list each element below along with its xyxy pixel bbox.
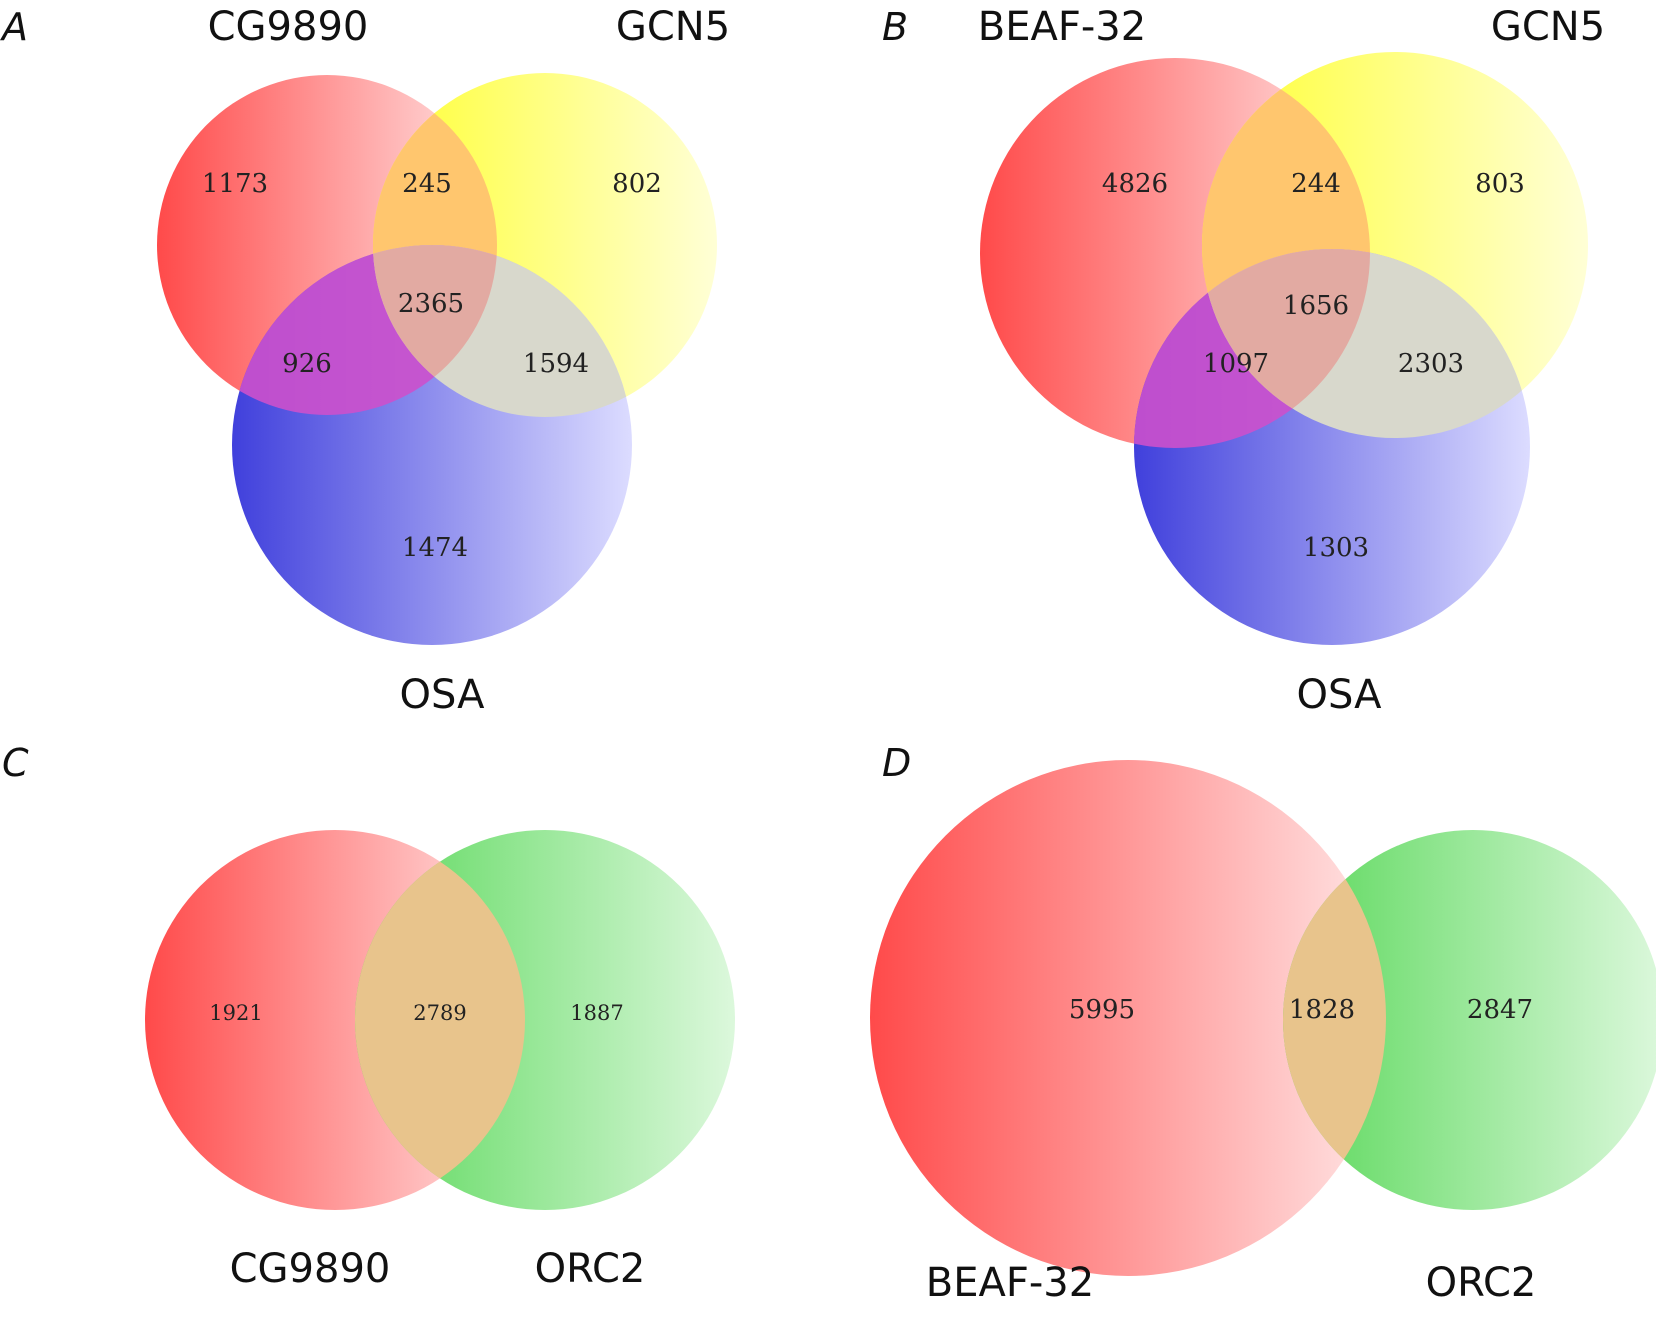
set-label-orc2: ORC2 (535, 1246, 646, 1292)
count-only-beaf32: 5995 (1069, 995, 1135, 1025)
count-gcn5-osa: 1594 (523, 349, 589, 379)
overlap-cg9890-osa (232, 245, 497, 415)
panel-b: B 4826 803 1303 244 1097 2303 1656 BEAF-… (882, 4, 1605, 718)
venn-circle-beaf32 (870, 760, 1386, 1276)
set-label-gcn5: GCN5 (1491, 4, 1605, 50)
overlap-gcn5-osa (373, 245, 632, 417)
count-beaf32-orc2: 1828 (1289, 995, 1355, 1025)
set-label-cg9890: CG9890 (208, 4, 369, 50)
count-cg9890-osa: 926 (282, 349, 332, 379)
set-label-orc2: ORC2 (1426, 1260, 1537, 1306)
panel-letter-c: C (2, 741, 29, 785)
count-gcn5-osa: 2303 (1398, 349, 1464, 379)
count-only-gcn5: 803 (1475, 169, 1525, 199)
set-label-osa: OSA (1297, 672, 1383, 718)
count-beaf32-osa: 1097 (1203, 349, 1269, 379)
set-label-beaf32: BEAF-32 (926, 1260, 1094, 1306)
count-cg9890-orc2: 2789 (413, 1001, 466, 1025)
set-label-cg9890: CG9890 (230, 1246, 391, 1292)
count-only-gcn5: 802 (612, 169, 662, 199)
count-only-cg9890: 1921 (209, 1001, 262, 1025)
panel-letter-a: A (0, 5, 28, 49)
overlap-all-three (1202, 249, 1370, 438)
overlap-cg9890-orc2 (355, 830, 525, 1210)
set-label-beaf32: BEAF-32 (978, 4, 1146, 50)
panel-letter-d: D (882, 741, 911, 785)
panel-c: C 1921 2789 1887 CG9890 ORC2 (2, 741, 735, 1292)
count-only-osa: 1303 (1303, 533, 1369, 563)
count-only-osa: 1474 (402, 533, 468, 563)
count-only-orc2: 2847 (1467, 995, 1533, 1025)
count-all-three: 1656 (1283, 291, 1349, 321)
count-only-cg9890: 1173 (202, 169, 268, 199)
count-all-three: 2365 (398, 289, 464, 319)
count-beaf32-gcn5: 244 (1291, 169, 1341, 199)
count-cg9890-gcn5: 245 (402, 169, 452, 199)
venn-circle-orc2 (1283, 830, 1656, 1210)
panel-letter-b: B (882, 5, 908, 49)
panel-d: D 5995 1828 2847 BEAF-32 ORC2 (870, 741, 1656, 1306)
count-only-orc2: 1887 (570, 1001, 623, 1025)
set-label-osa: OSA (400, 672, 486, 718)
count-only-beaf32: 4826 (1102, 169, 1168, 199)
set-label-gcn5: GCN5 (616, 4, 730, 50)
panel-a: A 1173 802 1474 245 926 1594 2365 CG9890… (0, 4, 730, 718)
